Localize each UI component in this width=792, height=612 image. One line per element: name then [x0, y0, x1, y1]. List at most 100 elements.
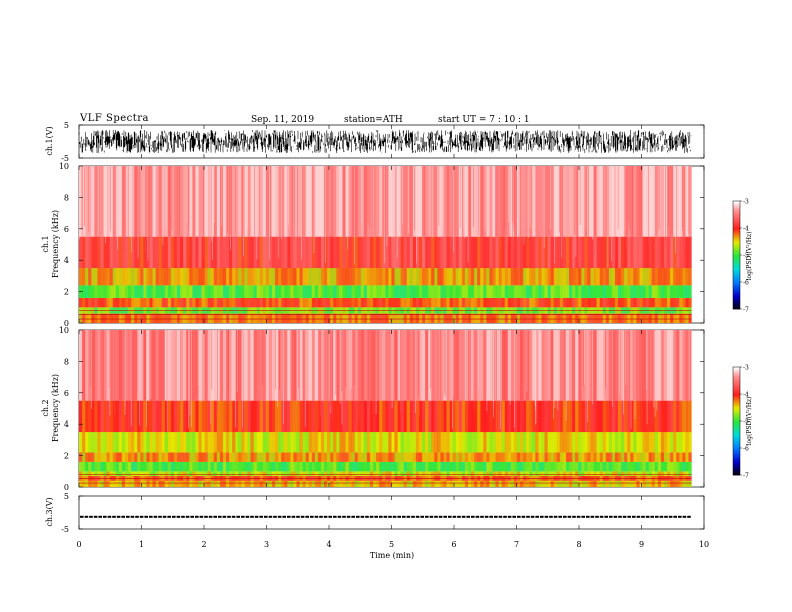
spectrogram-cell	[541, 236, 545, 269]
spectrogram-cell	[265, 297, 270, 308]
spectrogram-cell	[134, 471, 138, 477]
spectrogram-cell	[369, 471, 374, 477]
spectrogram-cell	[177, 285, 181, 298]
spectrogram-cell	[529, 471, 533, 477]
spectrogram-cell	[385, 330, 389, 401]
spectrogram-cell	[673, 313, 677, 323]
spectrogram-cell	[265, 452, 270, 462]
spectrogram-cell	[452, 236, 456, 269]
spectrogram-cell	[284, 297, 288, 308]
spectrogram-cell	[373, 268, 377, 286]
spectrogram-cell	[268, 452, 273, 462]
spectrogram-cell	[434, 313, 438, 323]
spectrogram-cell	[357, 285, 362, 298]
spectrogram-cell	[550, 452, 554, 462]
spectrogram-cell	[422, 461, 426, 472]
spectrogram-cell	[520, 452, 524, 462]
spectrogram-cell	[676, 400, 680, 433]
spectrogram-cell	[645, 432, 649, 453]
spectrogram-cell	[611, 461, 616, 472]
spectrogram-cell	[679, 268, 683, 286]
spectrogram-cell	[605, 452, 610, 462]
spectrogram-cell	[299, 480, 303, 487]
spectrogram-cell	[559, 480, 564, 487]
spectrogram-cell	[369, 236, 374, 269]
spectrogram-cell	[550, 285, 554, 298]
spectrogram-cell	[112, 461, 117, 472]
spectrogram-cell	[415, 236, 420, 269]
spectrogram-cell	[406, 400, 411, 433]
spectrogram-cell	[440, 480, 444, 487]
spectrogram-cell	[351, 313, 355, 323]
spectrogram-cell	[85, 297, 89, 308]
spectrogram-cell	[106, 432, 110, 453]
spectrogram-cell	[618, 297, 622, 308]
spectrogram-cell	[253, 400, 257, 433]
spectrogram-cell	[88, 166, 92, 237]
spectrogram-cell	[170, 471, 175, 477]
spectrogram-cell	[238, 471, 242, 477]
spectrogram-cell	[290, 166, 294, 237]
spectrogram-cell	[642, 236, 646, 269]
spectrogram-cell	[572, 461, 576, 472]
spectrogram-cell	[177, 432, 181, 453]
spectrogram-cell	[121, 471, 126, 477]
spectrogram-cell	[461, 432, 466, 453]
spectrogram-cell	[177, 297, 181, 308]
spectrogram-cell	[651, 236, 656, 269]
spectrogram-cell	[547, 461, 551, 472]
spectrogram-cell	[676, 285, 680, 298]
spectrogram-cell	[149, 236, 153, 269]
spectrogram-cell	[492, 471, 496, 477]
spectrogram-cell	[262, 166, 267, 237]
spectrogram-cell	[562, 480, 567, 487]
spectrogram-cell	[167, 471, 172, 477]
spectrogram-cell	[336, 480, 340, 487]
spectrogram-cell	[660, 236, 665, 269]
spectrogram-cell	[461, 480, 466, 487]
spectrogram-cell	[397, 471, 401, 477]
colorbar-cell	[733, 228, 740, 231]
waveform-segment	[471, 515, 475, 518]
spectrogram-cell	[186, 268, 190, 286]
spectrogram-cell	[351, 268, 355, 286]
spectrogram-cell	[311, 432, 316, 453]
spectrogram-cell	[379, 400, 383, 433]
colorbar-cell	[733, 379, 740, 382]
spectrogram-cell	[529, 166, 533, 237]
spectrogram-cell	[391, 313, 395, 323]
colorbar-cell	[733, 269, 740, 272]
spectrogram-cell	[180, 452, 184, 462]
spectrogram-cell	[663, 297, 668, 308]
spectrogram-cell	[354, 236, 358, 269]
spectrogram-cell	[207, 313, 211, 323]
spectrogram-cell	[94, 285, 98, 298]
spectrogram-cell	[244, 480, 248, 487]
spectrogram-cell	[222, 471, 227, 477]
spectrogram-cell	[553, 432, 558, 453]
spectrogram-cell	[134, 268, 138, 286]
waveform-segment	[604, 515, 608, 518]
spectrogram-cell	[164, 285, 169, 298]
spectrogram-cell	[305, 285, 309, 298]
spectrogram-cell	[345, 285, 349, 298]
spectrogram-cell	[581, 285, 585, 298]
spectrogram-cell	[578, 452, 582, 462]
spectrogram-cell	[210, 166, 215, 237]
y-tick-label: 10	[59, 326, 69, 335]
spectrogram-cell	[106, 461, 110, 472]
spectrogram-cell	[553, 285, 558, 298]
spectrogram-cell	[464, 330, 469, 401]
spectrogram-cell	[471, 313, 475, 323]
spectrogram-cell	[486, 471, 490, 477]
spectrogram-cell	[385, 452, 389, 462]
spectrogram-cell	[477, 471, 481, 477]
spectrogram-cell	[474, 452, 478, 462]
spectrogram-cell	[226, 480, 230, 487]
spectrogram-cell	[265, 461, 270, 472]
spectrogram-cell	[489, 330, 493, 401]
waveform-segment	[112, 515, 116, 518]
spectrogram-cell	[516, 236, 521, 269]
spectrogram-cell	[593, 461, 597, 472]
waveform-segment	[241, 515, 245, 518]
